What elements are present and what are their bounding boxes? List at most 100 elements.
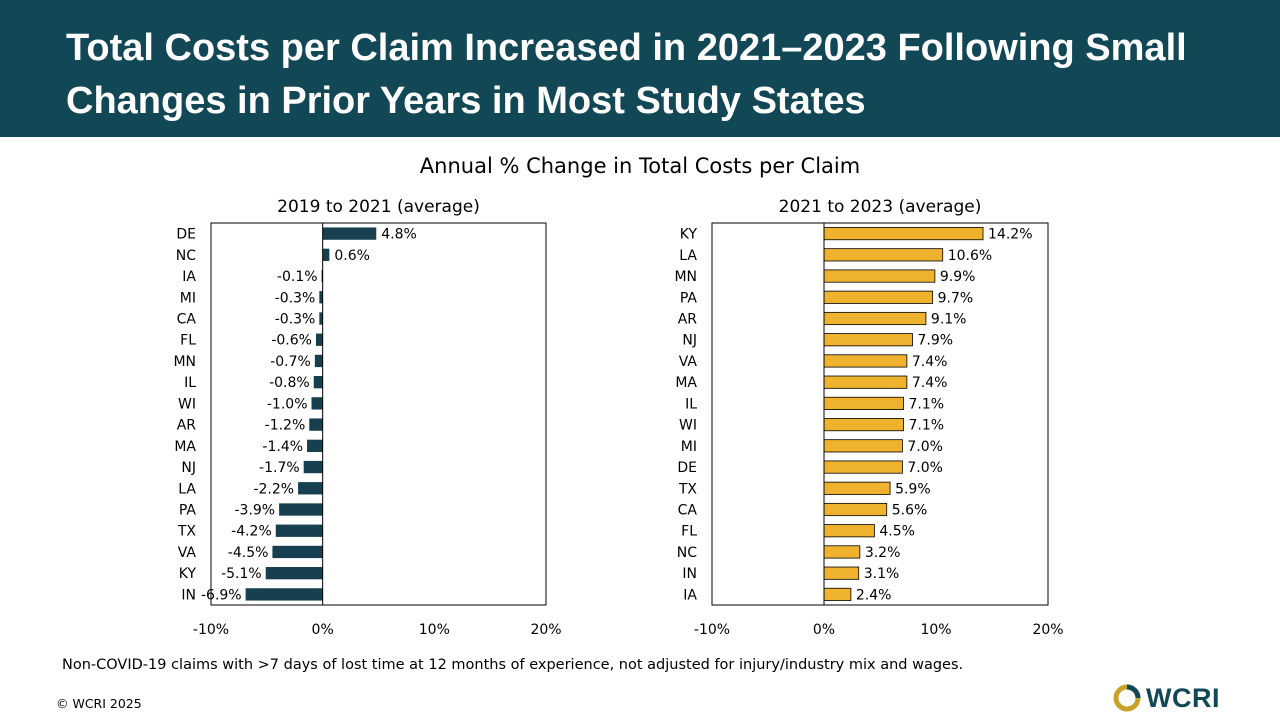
category-label-nj: NJ [682, 333, 697, 349]
bar-nc [322, 248, 330, 261]
category-label-pa: PA [179, 503, 197, 519]
bar-ma [823, 375, 908, 389]
bar-ar [309, 418, 323, 431]
category-label-tx: TX [177, 524, 197, 540]
category-label-ca: CA [678, 503, 698, 519]
bar-mn [314, 354, 323, 368]
data-label-pa: 9.7% [938, 290, 974, 306]
data-label-mn: 9.9% [940, 269, 976, 285]
data-label-in: -6.9% [201, 587, 242, 603]
x-tick-label: 20% [1032, 622, 1063, 638]
data-label-il: 7.1% [909, 396, 945, 412]
plot-frame-1 [210, 222, 547, 606]
category-label-nj: NJ [181, 460, 196, 476]
category-label-ma: MA [675, 375, 697, 391]
x-tick-label: 10% [419, 622, 450, 638]
category-label-il: IL [184, 375, 196, 391]
bar-ia [823, 587, 852, 601]
bar-va [823, 354, 908, 368]
slide-title: Total Costs per Claim Increased in 2021–… [66, 27, 1187, 122]
x-tick-label: -10% [694, 622, 730, 638]
bar-fl [315, 333, 323, 346]
chart-supertitle: Annual % Change in Total Costs per Claim [419, 154, 861, 178]
bar-in [245, 588, 323, 601]
bar-ky [823, 227, 984, 241]
data-label-mi: -0.3% [275, 290, 316, 306]
category-label-wi: WI [178, 396, 196, 412]
bar-il [823, 396, 904, 410]
category-label-va: VA [178, 545, 197, 561]
bar-fl [823, 524, 875, 538]
category-label-va: VA [679, 354, 698, 370]
data-label-de: 4.8% [381, 227, 417, 243]
wcri-logo-icon [1113, 684, 1141, 712]
data-label-ky: 14.2% [988, 227, 1032, 243]
data-label-ma: -1.4% [262, 439, 303, 455]
plot-frame-2 [711, 222, 1049, 606]
bar-mi [823, 439, 903, 453]
bar-wi [311, 397, 323, 410]
category-label-de: DE [677, 460, 697, 476]
footnote: Non-COVID-19 claims with >7 days of lost… [62, 657, 964, 673]
data-label-la: -2.2% [253, 481, 294, 497]
category-label-mi: MI [180, 290, 196, 306]
category-label-de: DE [176, 227, 196, 243]
data-label-ky: -5.1% [221, 566, 262, 582]
bar-nj [303, 460, 323, 474]
category-label-la: LA [679, 248, 697, 264]
x-tick-label: 10% [920, 622, 951, 638]
wcri-logo: WCRI [1112, 682, 1232, 714]
title-banner: Total Costs per Claim Increased in 2021–… [0, 0, 1280, 137]
category-label-ca: CA [177, 312, 197, 328]
category-label-wi: WI [679, 418, 697, 434]
category-label-ar: AR [177, 418, 197, 434]
bar-mi [319, 291, 323, 304]
data-label-va: 7.4% [912, 354, 948, 370]
logo-text: WCRI [1146, 683, 1220, 713]
copyright: © WCRI 2025 [56, 696, 142, 711]
bar-tx [823, 481, 891, 495]
bar-la [823, 248, 944, 262]
category-label-il: IL [685, 396, 697, 412]
data-label-il: -0.8% [269, 375, 310, 391]
bar-mn [823, 269, 936, 283]
bar-va [272, 545, 323, 559]
bar-ca [319, 312, 323, 325]
data-label-ar: 9.1% [931, 312, 967, 328]
data-label-nc: 0.6% [334, 248, 370, 264]
category-label-ky: KY [680, 227, 698, 243]
bar-de [322, 227, 377, 240]
category-label-ky: KY [179, 566, 197, 582]
data-label-ar: -1.2% [265, 418, 306, 434]
bar-la [298, 482, 323, 495]
x-tick-label: 0% [312, 622, 334, 638]
data-label-wi: 7.1% [909, 418, 945, 434]
category-label-mn: MN [674, 269, 697, 285]
data-label-fl: 4.5% [879, 524, 915, 540]
data-label-ia: 2.4% [856, 587, 892, 603]
category-label-la: LA [178, 481, 196, 497]
bar-pa [279, 503, 323, 516]
category-label-mi: MI [681, 439, 697, 455]
category-label-ia: IA [182, 269, 196, 285]
data-label-ma: 7.4% [912, 375, 948, 391]
bar-pa [823, 290, 934, 304]
data-label-mn: -0.7% [270, 354, 311, 370]
data-label-de: 7.0% [907, 460, 943, 476]
data-label-ca: 5.6% [892, 503, 928, 519]
x-tick-label: -10% [193, 622, 229, 638]
data-label-va: -4.5% [228, 545, 269, 561]
category-label-ma: MA [174, 439, 196, 455]
bar-ma [307, 439, 323, 452]
category-label-nc: NC [176, 248, 196, 264]
category-label-fl: FL [180, 333, 196, 349]
data-label-la: 10.6% [948, 248, 992, 264]
bar-de [823, 460, 903, 474]
bar-wi [823, 418, 904, 432]
data-label-pa: -3.9% [234, 503, 275, 519]
data-label-nj: 7.9% [917, 333, 953, 349]
data-label-in: 3.1% [864, 566, 900, 582]
category-label-nc: NC [677, 545, 697, 561]
x-tick-label: 0% [813, 622, 835, 638]
